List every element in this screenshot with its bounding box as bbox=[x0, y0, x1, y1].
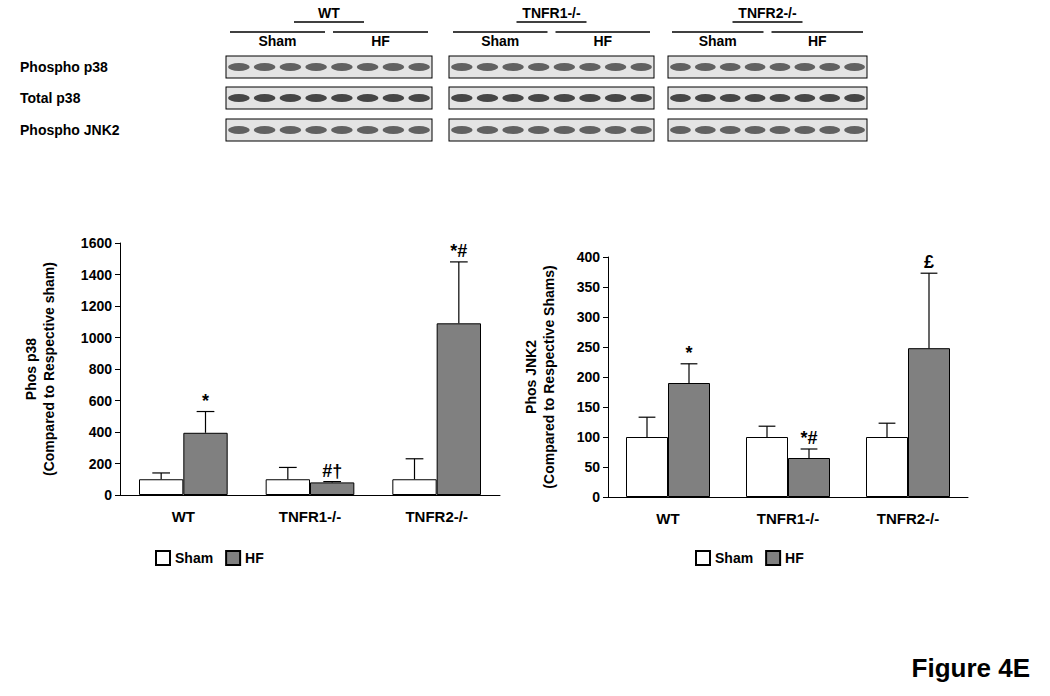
svg-text:Figure 4E: Figure 4E bbox=[912, 653, 1030, 683]
svg-text:Sham: Sham bbox=[715, 550, 753, 566]
svg-text:1600: 1600 bbox=[81, 235, 112, 251]
svg-text:Sham: Sham bbox=[699, 33, 737, 49]
svg-text:WT: WT bbox=[172, 508, 195, 525]
svg-text:300: 300 bbox=[577, 309, 601, 325]
svg-text:350: 350 bbox=[577, 279, 601, 295]
svg-text:400: 400 bbox=[577, 249, 601, 265]
svg-text:0: 0 bbox=[592, 489, 600, 505]
svg-text:*: * bbox=[685, 343, 692, 363]
svg-text:HF: HF bbox=[371, 33, 390, 49]
svg-text:(Compared to Respective Shams): (Compared to Respective Shams) bbox=[541, 265, 557, 488]
svg-text:Phospho p38: Phospho p38 bbox=[20, 59, 108, 75]
svg-text:WT: WT bbox=[656, 510, 679, 527]
svg-text:Phos p38: Phos p38 bbox=[23, 338, 39, 400]
svg-text:Total p38: Total p38 bbox=[20, 90, 81, 106]
svg-text:Sham: Sham bbox=[175, 550, 213, 566]
svg-text:200: 200 bbox=[89, 456, 113, 472]
svg-text:Phos JNK2: Phos JNK2 bbox=[523, 340, 539, 414]
svg-text:#†: #† bbox=[322, 461, 342, 481]
svg-text:50: 50 bbox=[584, 459, 600, 475]
svg-text:HF: HF bbox=[808, 33, 827, 49]
svg-text:Phospho JNK2: Phospho JNK2 bbox=[20, 122, 120, 138]
svg-text:150: 150 bbox=[577, 399, 601, 415]
svg-text:£: £ bbox=[924, 252, 934, 272]
svg-text:(Compared to Respective sham): (Compared to Respective sham) bbox=[41, 262, 57, 476]
svg-text:600: 600 bbox=[89, 393, 113, 409]
svg-text:1000: 1000 bbox=[81, 330, 112, 346]
svg-text:HF: HF bbox=[593, 33, 612, 49]
svg-text:200: 200 bbox=[577, 369, 601, 385]
svg-text:*#: *# bbox=[800, 428, 817, 448]
svg-text:400: 400 bbox=[89, 424, 113, 440]
svg-text:HF: HF bbox=[245, 550, 264, 566]
svg-text:TNFR1-/-: TNFR1-/- bbox=[279, 508, 342, 525]
svg-text:0: 0 bbox=[104, 487, 112, 503]
svg-text:800: 800 bbox=[89, 361, 113, 377]
svg-text:TNFR1-/-: TNFR1-/- bbox=[757, 510, 820, 527]
svg-text:250: 250 bbox=[577, 339, 601, 355]
svg-text:1200: 1200 bbox=[81, 298, 112, 314]
svg-text:1400: 1400 bbox=[81, 267, 112, 283]
svg-text:*#: *# bbox=[450, 241, 467, 261]
svg-text:HF: HF bbox=[785, 550, 804, 566]
svg-text:WT: WT bbox=[318, 5, 340, 21]
svg-text:100: 100 bbox=[577, 429, 601, 445]
svg-text:Sham: Sham bbox=[481, 33, 519, 49]
svg-text:Sham: Sham bbox=[258, 33, 296, 49]
svg-text:*: * bbox=[202, 391, 209, 411]
svg-text:TNFR1-/-: TNFR1-/- bbox=[522, 5, 581, 21]
svg-text:TNFR2-/-: TNFR2-/- bbox=[738, 5, 797, 21]
svg-text:TNFR2-/-: TNFR2-/- bbox=[877, 510, 940, 527]
svg-text:TNFR2-/-: TNFR2-/- bbox=[405, 508, 468, 525]
